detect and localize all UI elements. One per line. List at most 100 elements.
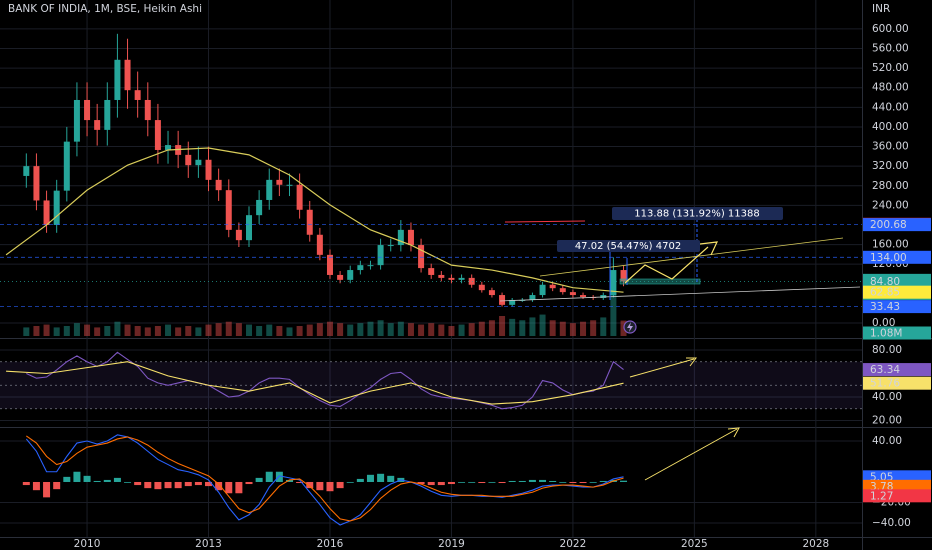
volume-bar [124,324,131,336]
volume-bar [63,326,70,336]
candle-body [296,184,303,210]
volume-bar [347,324,354,336]
histogram-bar [296,481,304,484]
y-tick-label: 400.00 [872,121,909,133]
histogram-bar [174,481,182,489]
volume-bar [215,323,222,336]
price-axis: 2010 2013 2016 2019 2022 2025 20280.00120.0016… [74,23,931,550]
candle-body [124,59,131,91]
price-label: 200.68 [870,219,907,231]
histogram-bar [498,481,506,484]
volume-bar [438,324,445,336]
histogram-bar [113,477,121,482]
value-label: 51.76 [870,378,900,390]
volume-bar [387,323,394,336]
candle-body [134,90,141,100]
value-label-bg [863,376,931,390]
histogram-bar [164,481,172,489]
histogram-bar [377,473,385,482]
volume-bar [620,320,627,336]
candle-body [215,179,222,191]
moving-average [5,147,624,293]
histogram-bar [43,481,51,498]
histogram-bar [589,481,597,483]
candle-body [43,200,50,225]
volume-bar [418,324,425,336]
candle-body [53,190,60,225]
rsi-arrow [629,358,695,378]
histogram-bar [326,481,334,492]
volume-bar [256,326,263,336]
volume-label-bg [863,326,931,340]
y-tick-label: 560.00 [872,43,909,55]
volume-bar [33,326,40,336]
y-tick-label: 600.00 [872,23,909,35]
candle-body [488,290,495,296]
red-line [504,220,586,223]
y-tick-label: 320.00 [872,160,909,172]
volume-bar [84,324,91,336]
candle-body [458,277,465,280]
macd-arrow [644,428,738,481]
candle-body [205,159,212,180]
histogram-bar [144,481,152,489]
measure-label: 113.88 (131.92%) 11388 [634,209,759,220]
measure-box [557,240,700,252]
candle-body [509,299,516,305]
volume-bar [266,324,273,336]
histogram-bar [22,481,30,486]
histogram-bar [518,480,526,482]
candle-body [337,274,344,280]
volume-bar [458,324,465,336]
candle-body [549,284,556,289]
candle-body [144,99,151,121]
y-tick-label: 40.00 [872,435,902,447]
histogram-bar [366,474,374,482]
indicator-line [26,351,624,410]
volume-bar [357,323,364,336]
candle-body [256,199,263,216]
histogram-bar [245,481,253,485]
marks [0,33,862,526]
y-tick-label: 80.00 [872,344,902,356]
price-label: 33.43 [870,301,900,313]
candle-body [468,277,475,285]
candle-body [397,229,404,246]
volume-bar [559,321,566,336]
candle-body [23,166,30,176]
volume-bar [519,320,526,336]
candle-body [246,215,253,241]
price-label: 62.85 [870,287,900,299]
histogram-bar [235,481,243,494]
candle-body [377,245,384,266]
currency: INR [872,3,890,15]
candle-body [195,159,202,166]
volume-bar [377,320,384,336]
trend-line [499,286,861,302]
y-tick-label: 20.00 [872,415,902,427]
measure-box [612,207,783,220]
volume-bar [488,320,495,336]
volume-bar [397,321,404,336]
histogram-bar [549,480,557,482]
candle-body [620,270,627,282]
price-label: 134.00 [870,252,907,264]
histogram-bar [579,481,587,484]
histogram-bar [427,481,435,486]
histogram-bar [488,481,496,483]
volume-bar [53,327,60,336]
volume-bar [499,316,506,336]
candle-body [104,99,111,130]
volume-label: 1.08M [870,328,902,340]
candle-body [559,288,566,293]
volume-bar [316,323,323,336]
volume-bar [114,321,121,336]
volume-bar [246,324,253,336]
histogram-bar [103,479,111,482]
candle-body [63,141,70,191]
y-tick-label: 280.00 [872,180,909,192]
candle-body [387,245,394,247]
arrow-head [727,427,740,438]
